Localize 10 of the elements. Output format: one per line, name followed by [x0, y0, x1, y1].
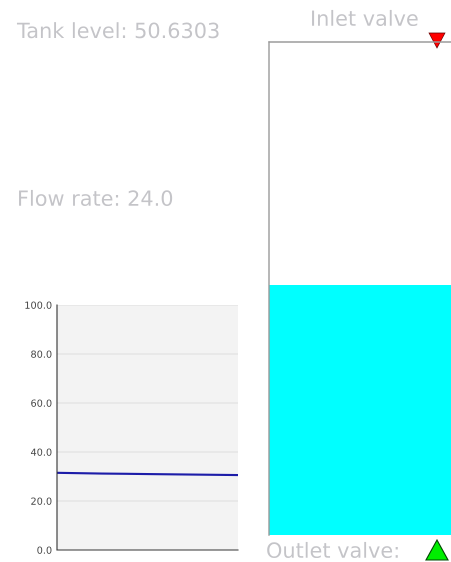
y-tick-label: 40.0 — [30, 448, 52, 456]
text: Tank level: 50.6303 — [16, 22, 219, 38]
y-tick-label: 20.0 — [31, 497, 52, 505]
y-tick-label: 60.0 — [31, 399, 52, 407]
text: Flow rate: 24.0 — [19, 190, 172, 206]
y-tick-label: 100.0 — [25, 301, 52, 309]
text: Outlet valve: — [267, 542, 398, 558]
text: Inlet valve — [312, 10, 418, 26]
y-tick-label: 0.0 — [37, 546, 52, 554]
y-tick-label: 80.0 — [31, 350, 52, 358]
